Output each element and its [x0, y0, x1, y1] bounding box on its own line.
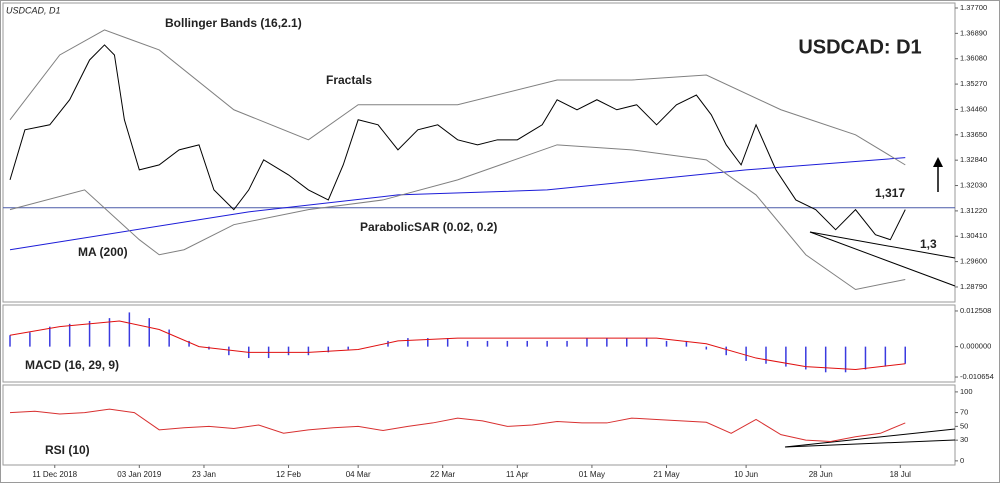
y-tick-label: 1.31220	[960, 206, 987, 215]
indicator-label: RSI (10)	[45, 443, 90, 457]
y-tick-label: 100	[960, 387, 973, 396]
indicator-label: ParabolicSAR (0.02, 0.2)	[360, 220, 497, 234]
x-tick-label: 11 Apr	[506, 470, 529, 479]
x-tick-label: 11 Dec 2018	[32, 470, 77, 479]
price-line	[9, 44, 906, 241]
annotation: 1,3	[920, 237, 937, 251]
x-tick-label: 21 May	[653, 470, 679, 479]
y-tick-label: 1.32030	[960, 181, 987, 190]
x-tick-label: 18 Jul	[890, 470, 912, 479]
y-tick-label: 1.35270	[960, 79, 987, 88]
price-panel	[2, 2, 956, 303]
y-tick-label: 0	[960, 456, 964, 465]
x-tick-label: 03 Jan 2019	[117, 470, 162, 479]
rsi-panel	[2, 384, 956, 466]
y-tick-label: 1.36890	[960, 28, 987, 37]
y-tick-label: 0.012508	[960, 306, 991, 315]
y-tick-label: 1.32840	[960, 155, 987, 164]
signal-line	[9, 320, 906, 370]
y-tick-label: -0.010654	[960, 372, 994, 381]
x-tick-label: 10 Jun	[734, 470, 758, 479]
y-tick-label: 1.37700	[960, 3, 987, 12]
x-tick-label: 01 May	[579, 470, 605, 479]
symbol-label: USDCAD, D1	[6, 5, 61, 15]
x-tick-label: 04 Mar	[346, 470, 371, 479]
rsi-trend-line	[784, 439, 956, 448]
indicator-label: Fractals	[326, 73, 372, 87]
indicator-label: MA (200)	[78, 245, 128, 259]
bollinger-band	[9, 29, 906, 166]
y-tick-label: 1.33650	[960, 130, 987, 139]
x-tick-label: 23 Jan	[192, 470, 216, 479]
y-tick-label: 1.34460	[960, 104, 987, 113]
y-tick-label: 1.28790	[960, 282, 987, 291]
y-tick-label: 50	[960, 421, 968, 430]
arrow-head	[933, 157, 943, 167]
plot-area: 1.37700 1.36890 1.36080 1.35270 1.34460 1.336…	[3, 3, 994, 479]
y-tick-label: 1.30410	[960, 231, 987, 240]
trend-line	[809, 231, 956, 287]
bollinger-band	[9, 144, 906, 291]
x-tick-label: 28 Jun	[809, 470, 833, 479]
trend-line	[809, 231, 956, 259]
macd-panel	[2, 304, 956, 383]
y-tick-label: 1.36080	[960, 54, 987, 63]
y-tick-label: 30	[960, 435, 968, 444]
rsi-line	[9, 408, 906, 443]
x-tick-label: 12 Feb	[276, 470, 301, 479]
y-tick-label: 1.29600	[960, 257, 987, 266]
annotation: 1,317	[875, 186, 905, 200]
ma-line	[9, 157, 906, 251]
y-tick-label: 0.000000	[960, 342, 991, 351]
rsi-trend-line	[784, 428, 956, 448]
x-tick-label: 22 Mar	[430, 470, 455, 479]
heading: USDCAD: D1	[798, 36, 921, 58]
y-tick-label: 70	[960, 408, 968, 417]
indicator-label: Bollinger Bands (16,2.1)	[165, 16, 302, 30]
indicator-label: MACD (16, 29, 9)	[25, 358, 119, 372]
